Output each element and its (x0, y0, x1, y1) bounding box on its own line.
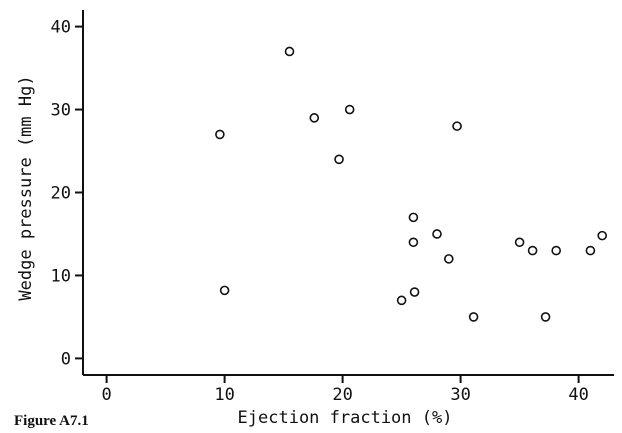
data-point (432, 229, 442, 239)
data-point (284, 46, 295, 57)
data-point (527, 245, 538, 256)
data-point (514, 237, 525, 248)
data-point (468, 312, 479, 322)
y-tick-label: 20 (51, 184, 71, 204)
data-point (409, 287, 420, 297)
x-ticks: 0 10 20 30 40 (101, 375, 589, 405)
x-tick-label: 10 (214, 385, 234, 405)
x-tick-label: 0 (101, 385, 111, 405)
data-point (551, 245, 561, 256)
data-point (396, 295, 407, 306)
data-point (540, 312, 551, 322)
data-point (452, 121, 462, 131)
data-points (215, 46, 608, 322)
data-point (597, 230, 608, 241)
data-point (215, 129, 225, 140)
data-point (408, 237, 419, 248)
y-axis-title: Wedge pressure (mm Hg) (16, 75, 36, 300)
figure-caption: Figure A7.1 (14, 413, 89, 429)
data-point (443, 254, 454, 264)
x-tick-label: 30 (450, 385, 470, 405)
data-point (309, 113, 320, 123)
x-tick-label: 20 (332, 385, 352, 405)
axes (82, 10, 614, 376)
data-point (334, 154, 344, 165)
data-point (344, 104, 355, 115)
data-point (219, 285, 230, 296)
y-tick-label: 0 (61, 349, 71, 369)
y-tick-label: 30 (51, 101, 71, 121)
data-point (585, 245, 596, 256)
x-tick-label: 40 (568, 385, 588, 405)
y-ticks: 0 10 20 30 40 (51, 18, 83, 369)
x-axis-title: Ejection fraction (%) (238, 408, 453, 428)
data-point (408, 212, 419, 223)
y-tick-label: 10 (51, 266, 71, 286)
y-tick-label: 40 (51, 18, 71, 38)
